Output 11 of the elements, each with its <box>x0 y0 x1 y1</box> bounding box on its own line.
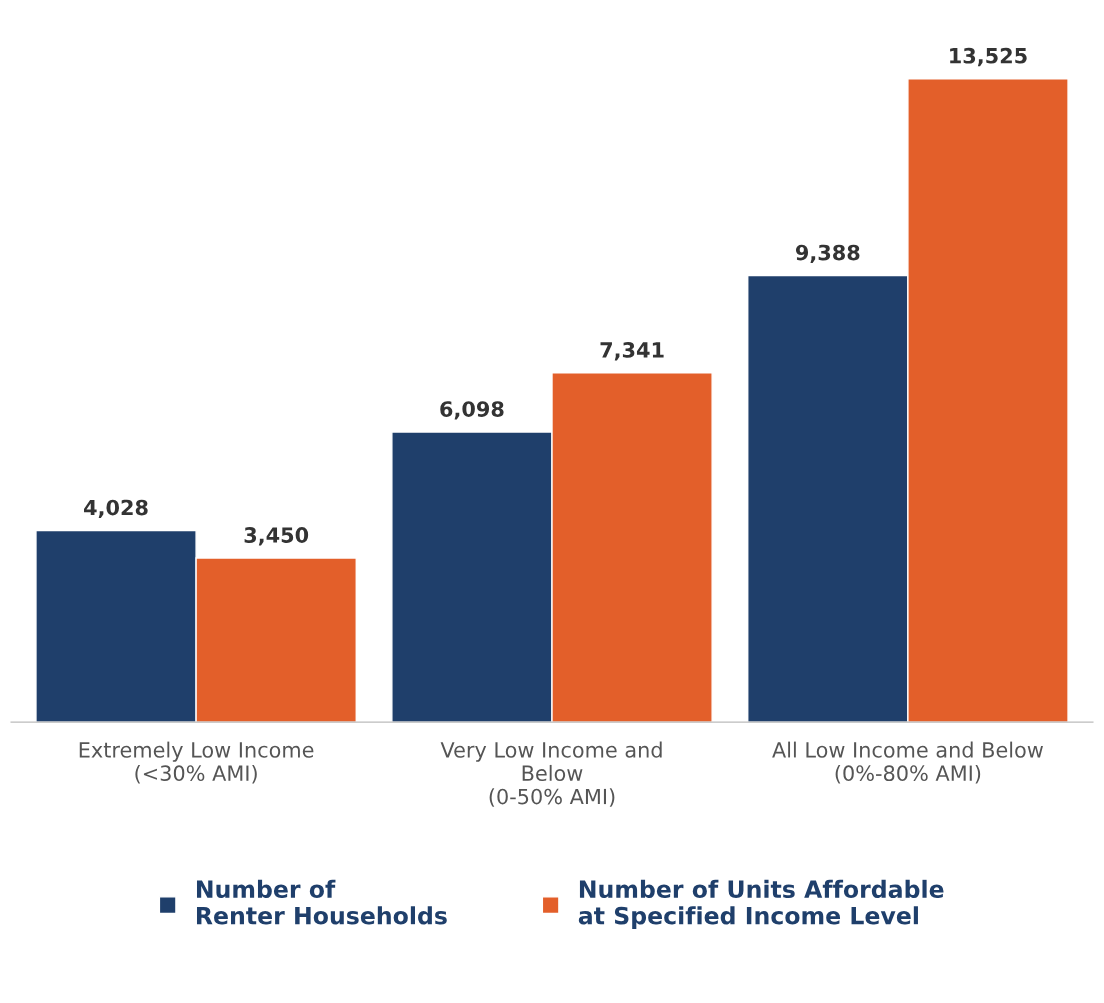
x-tick-label: Extremely Low Income (<30% AMI) <box>79 741 314 784</box>
x-tick-label: All Low Income and Below (0%-80% AMI) <box>772 741 1043 784</box>
legend-label: Number of Renter Households <box>196 879 447 925</box>
data-label: 4,028 <box>84 499 148 519</box>
data-label: 13,525 <box>950 47 1027 67</box>
x-tick-label: Very Low Income and Below (0-50% AMI) <box>440 741 662 807</box>
data-label: 9,388 <box>795 244 860 264</box>
data-label: 3,450 <box>244 527 309 546</box>
legend-label: Number of Units Affordable at Specified Income Level <box>578 879 944 930</box>
data-label: 7,341 <box>600 342 664 361</box>
data-label: 6,098 <box>440 401 504 420</box>
